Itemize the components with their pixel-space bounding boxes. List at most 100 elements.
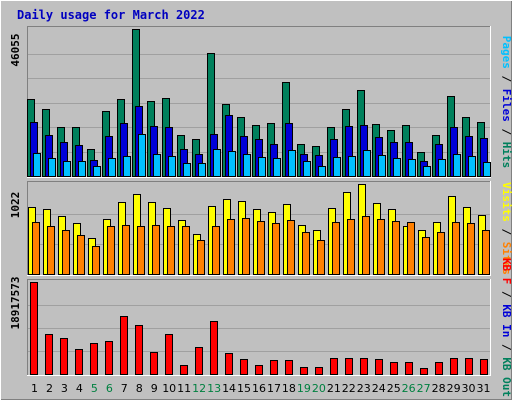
side-legend: Visits / Sites <box>500 182 512 275</box>
bar-pages-day-16 <box>258 157 266 177</box>
bar-pages-day-28 <box>438 159 446 177</box>
bar-sites-day-9 <box>152 225 160 275</box>
x-tick-day-31: 31 <box>477 382 491 395</box>
bar-kb-f-day-31 <box>480 359 488 375</box>
bar-pages-day-29 <box>453 154 461 177</box>
bar-pages-day-5 <box>93 166 101 177</box>
legend-entry: Hits <box>500 142 512 169</box>
x-tick-day-9: 9 <box>151 382 158 395</box>
bar-pages-day-6 <box>108 158 116 177</box>
bar-sites-day-27 <box>422 237 430 275</box>
bar-sites-day-6 <box>107 226 115 275</box>
legend-entry: Sites <box>500 242 512 275</box>
legend-entry: KB F <box>500 258 512 285</box>
bar-pages-day-4 <box>78 161 86 177</box>
bar-kb-f-day-2 <box>45 334 53 375</box>
x-tick-day-19: 19 <box>297 382 311 395</box>
legend-entry: / <box>500 284 512 304</box>
bar-sites-day-19 <box>302 232 310 275</box>
panel-area <box>27 279 491 376</box>
bar-kb-f-day-3 <box>60 338 68 375</box>
bar-pages-day-17 <box>273 158 281 177</box>
bar-pages-day-11 <box>183 163 191 177</box>
y-max-label: 18917573 <box>9 277 22 330</box>
bar-sites-day-10 <box>167 226 175 275</box>
bar-kb-f-day-25 <box>390 362 398 375</box>
bar-pages-day-26 <box>408 159 416 177</box>
bar-pages-day-25 <box>393 158 401 177</box>
bar-sites-day-28 <box>437 232 445 275</box>
bar-sites-day-5 <box>92 246 100 275</box>
y-max-label: 46055 <box>9 33 22 66</box>
x-tick-day-1: 1 <box>31 382 38 395</box>
x-tick-day-16: 16 <box>252 382 266 395</box>
bar-kb-f-day-13 <box>210 321 218 375</box>
x-tick-day-10: 10 <box>162 382 176 395</box>
x-tick-day-6: 6 <box>106 382 113 395</box>
bar-sites-day-31 <box>482 230 490 275</box>
bar-sites-day-15 <box>242 218 250 275</box>
bar-kb-f-day-10 <box>165 334 173 375</box>
bar-kb-f-day-12 <box>195 347 203 375</box>
bar-pages-day-14 <box>228 151 236 177</box>
bar-pages-day-23 <box>363 150 371 177</box>
x-tick-day-18: 18 <box>282 382 296 395</box>
bar-sites-day-18 <box>287 220 295 275</box>
x-tick-day-17: 17 <box>267 382 281 395</box>
bar-kb-f-day-30 <box>465 358 473 375</box>
bar-sites-day-3 <box>62 230 70 275</box>
bar-kb-f-day-9 <box>150 352 158 375</box>
legend-entry: / <box>500 222 512 242</box>
chart-title: Daily usage for March 2022 <box>17 8 205 22</box>
bar-pages-day-22 <box>348 156 356 177</box>
bar-pages-day-19 <box>303 161 311 177</box>
bar-sites-day-13 <box>212 226 220 275</box>
x-tick-day-29: 29 <box>447 382 461 395</box>
bar-sites-day-21 <box>332 222 340 275</box>
bar-kb-f-day-8 <box>135 325 143 375</box>
legend-entry: Visits <box>500 182 512 222</box>
bar-pages-day-30 <box>468 156 476 177</box>
x-tick-day-11: 11 <box>177 382 191 395</box>
bar-kb-f-day-1 <box>30 282 38 375</box>
bar-kb-f-day-21 <box>330 358 338 375</box>
x-tick-day-23: 23 <box>357 382 371 395</box>
bar-pages-day-7 <box>123 156 131 177</box>
bar-sites-day-23 <box>362 216 370 275</box>
x-tick-day-30: 30 <box>462 382 476 395</box>
bar-sites-day-26 <box>407 222 415 275</box>
bar-sites-day-14 <box>227 219 235 275</box>
x-tick-day-4: 4 <box>76 382 83 395</box>
bar-pages-day-12 <box>198 163 206 177</box>
bar-pages-day-15 <box>243 154 251 177</box>
bar-sites-day-22 <box>347 219 355 275</box>
bar-pages-day-8 <box>138 134 146 177</box>
bar-kb-f-day-14 <box>225 353 233 375</box>
bar-sites-day-7 <box>122 225 130 275</box>
bar-sites-day-30 <box>467 223 475 275</box>
x-tick-day-7: 7 <box>121 382 128 395</box>
bar-pages-day-24 <box>378 155 386 177</box>
bar-kb-f-day-22 <box>345 358 353 375</box>
legend-entry: KB Out <box>500 357 512 397</box>
x-tick-day-28: 28 <box>432 382 446 395</box>
bar-kb-f-day-19 <box>300 367 308 375</box>
bar-sites-day-1 <box>32 222 40 275</box>
bar-kb-f-day-4 <box>75 349 83 375</box>
bar-kb-f-day-18 <box>285 360 293 375</box>
x-tick-day-13: 13 <box>207 382 221 395</box>
x-tick-day-26: 26 <box>402 382 416 395</box>
x-tick-day-25: 25 <box>387 382 401 395</box>
bar-pages-day-27 <box>423 166 431 177</box>
bar-sites-day-8 <box>137 226 145 275</box>
bar-sites-day-4 <box>77 235 85 275</box>
bar-pages-day-13 <box>213 149 221 177</box>
bar-sites-day-17 <box>272 223 280 275</box>
bar-sites-day-11 <box>182 226 190 275</box>
x-tick-day-21: 21 <box>327 382 341 395</box>
bar-kb-f-day-16 <box>255 365 263 375</box>
bar-pages-day-31 <box>483 162 491 177</box>
bar-kb-f-day-23 <box>360 358 368 375</box>
x-tick-day-15: 15 <box>237 382 251 395</box>
